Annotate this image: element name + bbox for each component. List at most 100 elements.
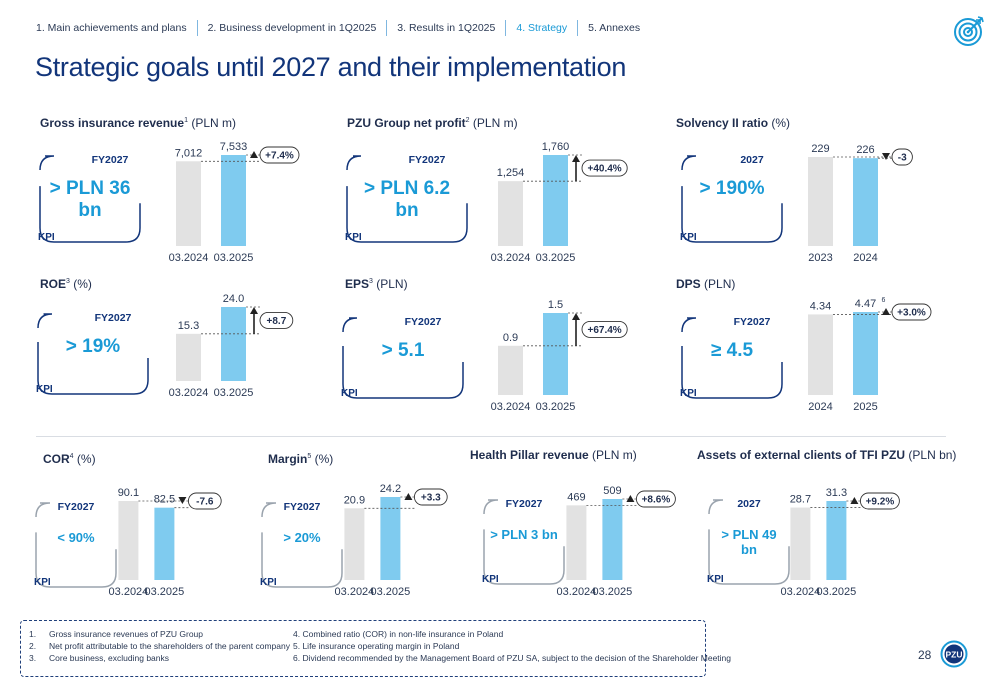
kpi-goal: > PLN 36 bn (49, 178, 131, 221)
bar-03.2024 (790, 507, 811, 580)
bar-2024 (853, 158, 878, 246)
bar-value-label: 469 (567, 491, 585, 503)
bar-03.2024 (498, 345, 523, 395)
section-title-dps: DPS (PLN) (676, 277, 735, 291)
bar-value-label: 7,012 (175, 147, 203, 159)
category-label: 2025 (853, 401, 877, 413)
chart-health: 469 03.2024 509 03.2025 +8.6% (557, 485, 676, 598)
kpi-goal: > PLN 49 bn (721, 527, 777, 557)
category-label: 2024 (808, 401, 832, 413)
bar-03.2025 (221, 307, 246, 381)
section-title-footnote-ref: 2 (465, 117, 470, 124)
kpi-goal: > 190% (699, 178, 765, 199)
category-label: 03.2025 (371, 586, 411, 598)
change-badge-label: +8.7 (267, 316, 287, 327)
category-label: 03.2024 (335, 586, 375, 598)
bar-03.2024 (176, 333, 201, 381)
nav-item-results[interactable]: 3. Results in 1Q2025 (386, 20, 505, 36)
bar-value-label: 31.3 (826, 487, 847, 499)
kpi-period: 2027 (740, 154, 764, 166)
kpi-goal: > 5.1 (381, 340, 425, 361)
section-title-unit: (%) (69, 277, 92, 291)
kpi-box-solvency: 2027 > 190% KPI (680, 154, 783, 243)
bar-value-label: 4.34 (810, 300, 831, 312)
kpi-goal: < 90% (57, 530, 95, 545)
kpi-frame (261, 502, 343, 588)
chart-net-profit: 1,254 03.2024 1,760 03.2025 +40.4% (491, 141, 628, 264)
bar-value-label: 82.5 (154, 494, 175, 506)
chart-solvency: 229 2023 226 2024 -3 (808, 143, 913, 264)
section-title-net-profit: PZU Group net profit2 (PLN m) (347, 116, 518, 130)
kpi-period: FY2027 (91, 154, 129, 166)
kpi-frame (342, 317, 464, 399)
section-title-cor: COR4 (%) (43, 452, 96, 466)
bar-03.2025 (154, 507, 175, 580)
section-title-unit: (%) (311, 452, 334, 466)
bar-03.2025 (602, 499, 623, 580)
nav-item-annexes[interactable]: 5. Annexes (577, 20, 650, 36)
section-title-footnote-ref: 3 (369, 278, 373, 285)
category-label: 03.2025 (817, 586, 857, 598)
footnote: 3. Core business, excluding banks (29, 653, 170, 663)
bar-2023 (808, 157, 833, 246)
section-nav: 1. Main achievements and plans 2. Busine… (36, 20, 650, 36)
section-title-roe: ROE3 (%) (40, 277, 92, 291)
change-badge (891, 148, 913, 166)
change-badge-label: +3.3 (421, 493, 441, 504)
category-label: 03.2024 (169, 252, 209, 264)
chart-cor: 90.1 03.2024 82.5 03.2025 -7.6 (109, 487, 222, 598)
chart-roe: 15.3 03.2024 24.0 03.2025 +8.7 (169, 293, 294, 399)
chart-dps: 4.34 2024 4.47 6 2025 +3.0% (808, 297, 932, 413)
section-title-main: COR (43, 452, 70, 466)
bar-2024 (808, 314, 833, 395)
category-label: 2024 (853, 252, 877, 264)
category-label: 03.2025 (536, 252, 576, 264)
bar-03.2025 (221, 155, 246, 246)
footnotes-right: 4. Combined ratio (COR) in non-life insu… (293, 628, 731, 664)
kpi-label: KPI (34, 577, 51, 588)
kpi-frame (35, 502, 117, 588)
section-title-unit: (%) (73, 452, 96, 466)
bar-value-label: 4.47 (855, 298, 876, 310)
kpi-box-cor: FY2027 < 90% KPI (34, 501, 117, 588)
nav-item-strategy[interactable]: 4. Strategy (505, 20, 577, 36)
bar-03.2024 (566, 505, 587, 580)
section-title-tfi: Assets of external clients of TFI PZU (P… (697, 448, 956, 462)
category-label: 2023 (808, 252, 832, 264)
footnotes-box: 1. Gross insurance revenues of PZU Group … (20, 620, 731, 677)
section-title-gross-revenue: Gross insurance revenue1 (PLN m) (40, 116, 236, 130)
section-title-footnote-ref: 4 (69, 453, 74, 460)
kpi-label: KPI (260, 577, 277, 588)
change-badge (413, 488, 448, 506)
change-badge (859, 492, 900, 510)
bar-03.2025 (543, 155, 568, 246)
kpi-box-health: FY2027 > PLN 3 bn KPI (482, 498, 565, 585)
kpi-box-eps: FY2027 > 5.1 KPI (341, 316, 464, 399)
nav-item-business-development[interactable]: 2. Business development in 1Q2025 (196, 20, 387, 36)
change-badge (259, 146, 300, 164)
bar-value-label: 1,760 (542, 141, 570, 153)
change-badge-label: +40.4% (587, 164, 621, 175)
section-title-unit: (PLN m) (588, 448, 637, 462)
kpi-box-gross-revenue: FY2027 > PLN 36 bn KPI (38, 154, 141, 243)
kpi-label: KPI (38, 232, 55, 243)
section-title-main: Solvency II ratio (676, 116, 769, 130)
change-badge (259, 311, 294, 329)
section-title-footnote-ref: 1 (184, 117, 188, 124)
chart-margin: 20.9 03.2024 24.2 03.2025 +3.3 (335, 483, 448, 598)
category-label: 03.2024 (491, 252, 531, 264)
section-title-solvency: Solvency II ratio (%) (676, 116, 790, 130)
bar-value-label: 28.7 (790, 494, 811, 506)
change-arrow-icon (882, 153, 890, 160)
section-title-main: Assets of external clients of TFI PZU (697, 448, 906, 462)
category-label: 03.2024 (781, 586, 821, 598)
section-title-main: ROE (40, 277, 67, 291)
change-arrow-icon (178, 497, 187, 504)
section-title-unit: (PLN m) (469, 116, 518, 130)
change-badge-label: +3.0% (897, 308, 926, 319)
bar-value-label: 226 (856, 144, 874, 156)
bar-03.2024 (118, 501, 139, 580)
change-badge-label: +67.4% (587, 325, 621, 336)
nav-item-achievements[interactable]: 1. Main achievements and plans (36, 22, 187, 34)
kpi-label: KPI (680, 388, 697, 399)
